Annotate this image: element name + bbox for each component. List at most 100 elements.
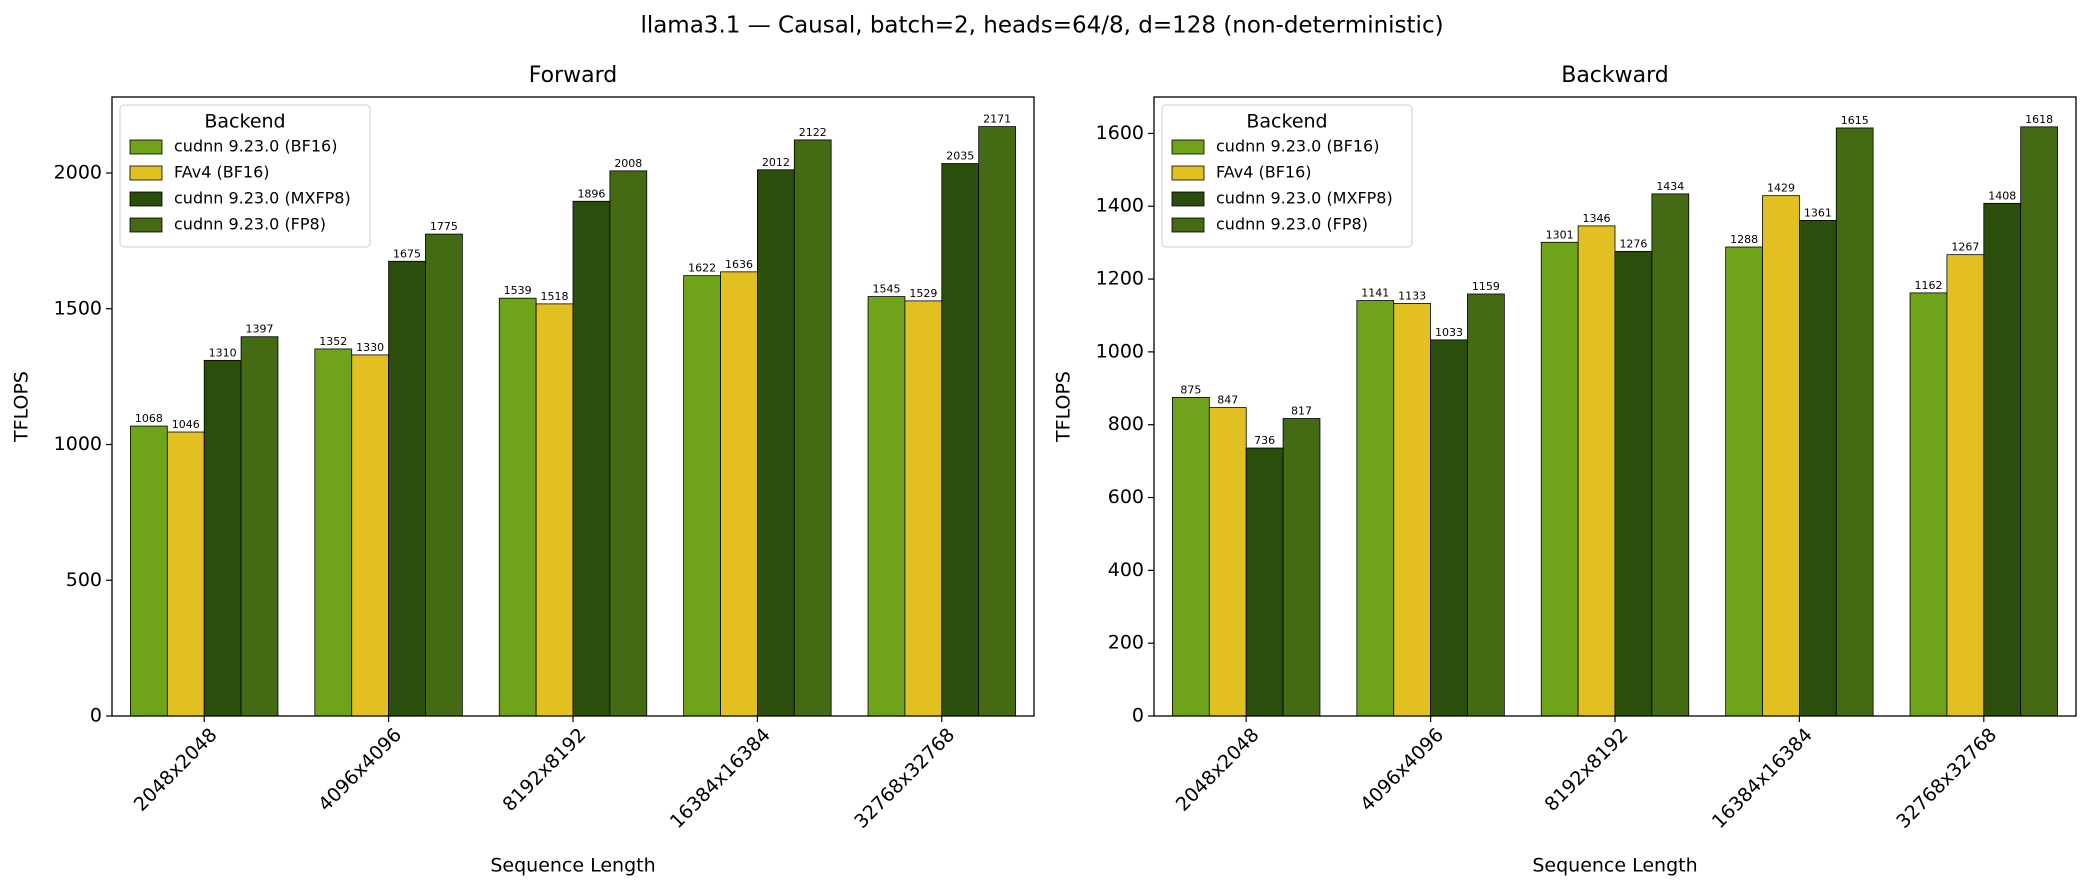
legend-label: cudnn 9.23.0 (BF16)	[174, 137, 337, 156]
bar	[941, 163, 980, 717]
bar	[535, 303, 574, 717]
bar	[1983, 202, 2022, 717]
bar	[793, 139, 832, 717]
value-label: 1675	[393, 247, 421, 260]
value-label: 2012	[762, 156, 790, 169]
value-label: 1622	[688, 262, 716, 275]
legend-swatch	[129, 139, 163, 155]
legend-label: cudnn 9.23.0 (FP8)	[174, 215, 326, 234]
bar	[1208, 407, 1247, 717]
x-tick-label: 4096x4096	[1356, 724, 1448, 816]
bar	[1245, 447, 1284, 717]
legend-label: cudnn 9.23.0 (BF16)	[1216, 137, 1379, 156]
bar	[904, 300, 943, 717]
bar	[867, 296, 906, 717]
axes-frame	[1153, 96, 2077, 717]
legend-swatch	[129, 217, 163, 233]
bar	[572, 200, 611, 717]
bar	[2020, 126, 2058, 717]
value-label: 1288	[1730, 233, 1758, 246]
y-tick-label: 1200	[1096, 268, 1144, 290]
x-tick-label: 2048x2048	[1172, 724, 1264, 816]
y-tick-label: 600	[1108, 486, 1144, 508]
x-tick-label: 32768x32768	[850, 724, 959, 833]
value-label: 1033	[1435, 326, 1463, 339]
value-label: 875	[1180, 383, 1201, 396]
value-label: 1301	[1546, 228, 1574, 241]
bar	[720, 271, 758, 717]
value-label: 1896	[577, 187, 605, 200]
legend-box	[119, 104, 371, 248]
bar	[388, 260, 426, 717]
value-label: 1159	[1472, 280, 1500, 293]
value-label: 1330	[356, 341, 384, 354]
legend-swatch	[1171, 139, 1205, 155]
legend-label: cudnn 9.23.0 (MXFP8)	[1216, 189, 1393, 208]
bar	[757, 169, 795, 717]
value-label: 1162	[1914, 279, 1942, 292]
value-label: 1141	[1361, 287, 1389, 300]
value-label: 1276	[1619, 237, 1647, 250]
x-tick-label: 16384x16384	[666, 724, 775, 833]
bar	[166, 431, 205, 717]
bar	[1467, 293, 1505, 717]
chart-title: Forward	[529, 63, 617, 88]
y-tick-label: 1500	[54, 297, 102, 319]
value-label: 1529	[909, 287, 937, 300]
y-tick-label: 1600	[1096, 122, 1144, 144]
value-label: 1618	[2025, 113, 2053, 126]
figure-title: llama3.1 — Causal, batch=2, heads=64/8, …	[640, 13, 1443, 39]
y-tick-label: 1400	[1096, 195, 1144, 217]
legend-swatch	[129, 165, 163, 181]
x-axis-label: Sequence Length	[1532, 855, 1697, 877]
bar	[1651, 193, 1690, 717]
bar	[130, 425, 168, 717]
bar	[1282, 418, 1321, 717]
bar	[1172, 396, 1210, 717]
value-label: 1046	[172, 418, 200, 431]
value-label: 1775	[430, 220, 458, 233]
bar	[240, 336, 279, 717]
legend-swatch	[1171, 191, 1205, 207]
y-tick-label: 800	[1108, 413, 1144, 435]
value-label: 1133	[1398, 289, 1426, 302]
legend-box	[1161, 104, 1413, 248]
value-label: 1361	[1804, 206, 1832, 219]
value-label: 2171	[983, 113, 1011, 126]
bar	[609, 170, 648, 717]
legend-label: FAv4 (BF16)	[1216, 163, 1312, 182]
x-tick-label: 2048x2048	[130, 724, 222, 816]
bar	[1725, 246, 1763, 717]
value-label: 2008	[614, 157, 642, 170]
y-tick-label: 2000	[54, 162, 102, 184]
bar	[1835, 127, 1874, 717]
bar	[1799, 220, 1837, 717]
y-axis-label: TFLOPS	[11, 371, 33, 443]
bar	[1614, 250, 1653, 717]
legend-label: cudnn 9.23.0 (FP8)	[1216, 215, 1368, 234]
y-tick-label: 1000	[54, 433, 102, 455]
y-tick-label: 0	[90, 705, 102, 727]
chart-title: Backward	[1561, 63, 1669, 88]
bar	[1356, 300, 1395, 717]
value-label: 2035	[946, 150, 974, 163]
bar	[351, 354, 390, 717]
axes-frame	[111, 96, 1035, 717]
bar	[1393, 303, 1431, 717]
bar	[683, 275, 721, 717]
x-axis-label: Sequence Length	[490, 855, 655, 877]
value-label: 1636	[725, 258, 753, 271]
y-tick-label: 1000	[1096, 340, 1144, 362]
bar	[1577, 225, 1616, 717]
y-tick-label: 200	[1108, 632, 1144, 654]
x-tick-label: 8192x8192	[499, 724, 591, 816]
bar	[1946, 254, 1985, 717]
legend-label: FAv4 (BF16)	[174, 163, 270, 182]
value-label: 1408	[1988, 189, 2016, 202]
value-label: 817	[1291, 405, 1312, 418]
bar	[1430, 339, 1468, 717]
y-tick-label: 0	[1132, 705, 1144, 727]
bar	[314, 348, 353, 717]
legend-swatch	[1171, 217, 1205, 233]
legend-title: Backend	[1246, 111, 1327, 133]
